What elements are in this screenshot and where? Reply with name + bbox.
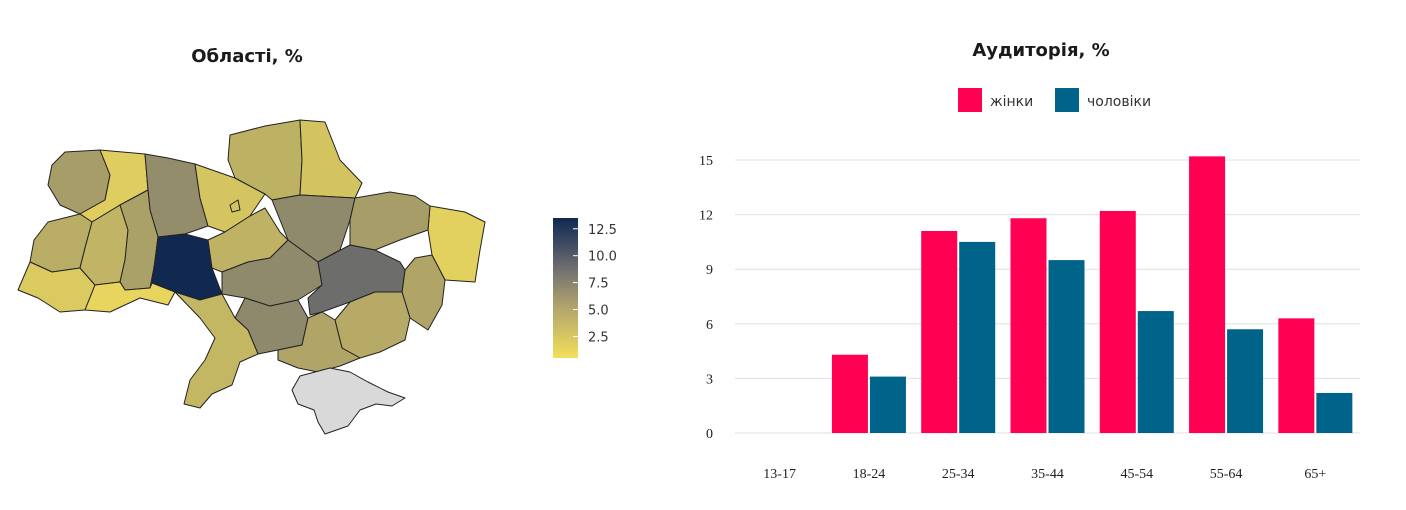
- regions-map: 12.5 10.0 7.5 5.0 2.5: [17, 119, 617, 435]
- bar-women[interactable]: [1099, 210, 1136, 433]
- map-region[interactable]: [174, 291, 259, 409]
- x-tick-label: 55-64: [1210, 467, 1243, 482]
- bar-men[interactable]: [1227, 329, 1264, 433]
- audience-bar-chart: жінки чоловіки 0 3 6 9 12 15 13-17 18-24 25-34 35…: [699, 88, 1360, 482]
- y-tick-label: 12: [699, 209, 713, 224]
- bar-women[interactable]: [1278, 318, 1315, 433]
- legend-label: жінки: [990, 94, 1033, 110]
- colorbar-tick-label: 12.5: [588, 223, 617, 238]
- map-title: Області, %: [191, 46, 303, 67]
- bar-women[interactable]: [831, 354, 868, 433]
- map-region[interactable]: [277, 311, 361, 373]
- map-region-crimea[interactable]: [291, 367, 406, 435]
- x-tick-label: 65+: [1304, 467, 1326, 482]
- chart-title: Аудиторія, %: [972, 40, 1110, 61]
- bar-men[interactable]: [1137, 311, 1174, 433]
- colorbar-tick-label: 2.5: [588, 330, 609, 345]
- chart-grid: [735, 159, 1360, 434]
- legend-swatch: [1055, 88, 1079, 112]
- bar-men[interactable]: [959, 241, 996, 433]
- colorbar-tick-label: 7.5: [588, 277, 609, 292]
- audience-chart-panel: Аудиторія, % жінки чоловіки 0 3 6 9 12 15 13-1…: [680, 0, 1406, 506]
- colorbar-tick-label: 5.0: [588, 304, 609, 319]
- map-region[interactable]: [427, 205, 486, 283]
- chart-legend: жінки чоловіки: [958, 88, 1151, 112]
- x-tick-label: 25-34: [942, 467, 975, 482]
- bar-men[interactable]: [1048, 260, 1085, 433]
- regions-map-panel: Області, %: [0, 0, 640, 506]
- x-tick-label: 45-54: [1120, 467, 1153, 482]
- legend-swatch: [958, 88, 982, 112]
- map-region[interactable]: [349, 191, 431, 251]
- x-axis: 13-17 18-24 25-34 35-44 45-54 55-64 65+: [763, 467, 1326, 482]
- bar-women[interactable]: [921, 230, 958, 433]
- y-tick-label: 0: [706, 427, 713, 442]
- colorbar-gradient: [553, 218, 578, 358]
- x-tick-label: 13-17: [763, 467, 796, 482]
- chart-bars: [831, 156, 1353, 434]
- y-tick-label: 9: [706, 263, 713, 278]
- x-tick-label: 18-24: [853, 467, 886, 482]
- colorbar-tick-label: 10.0: [588, 250, 617, 265]
- bar-women[interactable]: [1189, 156, 1226, 434]
- bar-women[interactable]: [1010, 218, 1047, 433]
- map-region[interactable]: [229, 199, 241, 213]
- bar-men[interactable]: [1316, 392, 1353, 433]
- legend-label: чоловіки: [1087, 94, 1151, 110]
- map-region[interactable]: [299, 119, 363, 199]
- y-tick-label: 6: [706, 318, 713, 333]
- map-colorbar: 12.5 10.0 7.5 5.0 2.5: [553, 218, 617, 358]
- y-tick-label: 3: [706, 372, 713, 387]
- y-tick-label: 15: [699, 154, 713, 169]
- y-axis: 0 3 6 9 12 15: [699, 154, 713, 442]
- x-tick-label: 35-44: [1031, 467, 1064, 482]
- bar-men[interactable]: [869, 376, 906, 433]
- map-region[interactable]: [84, 281, 176, 313]
